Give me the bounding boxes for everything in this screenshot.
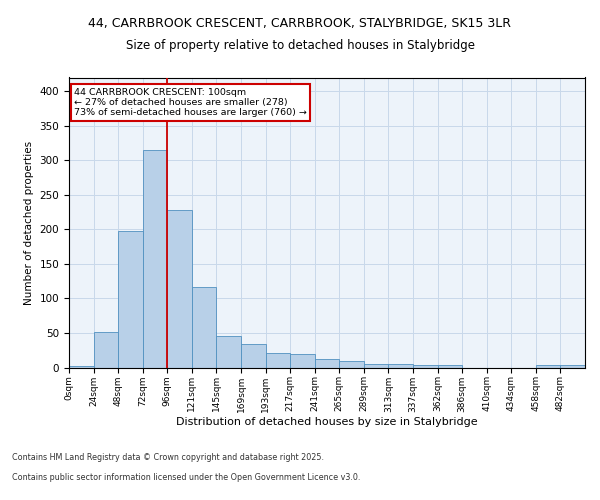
Bar xyxy=(94,332,118,368)
Text: Contains HM Land Registry data © Crown copyright and database right 2025.: Contains HM Land Registry data © Crown c… xyxy=(12,454,324,462)
Bar xyxy=(143,150,167,368)
Bar xyxy=(241,344,266,368)
Text: 44 CARRBROOK CRESCENT: 100sqm
← 27% of detached houses are smaller (278)
73% of : 44 CARRBROOK CRESCENT: 100sqm ← 27% of d… xyxy=(74,88,307,118)
X-axis label: Distribution of detached houses by size in Stalybridge: Distribution of detached houses by size … xyxy=(176,417,478,427)
Text: Size of property relative to detached houses in Stalybridge: Size of property relative to detached ho… xyxy=(125,39,475,52)
Bar xyxy=(266,353,290,368)
Text: Contains public sector information licensed under the Open Government Licence v3: Contains public sector information licen… xyxy=(12,474,361,482)
Bar xyxy=(118,232,143,368)
Y-axis label: Number of detached properties: Number of detached properties xyxy=(24,140,34,304)
Bar xyxy=(69,366,94,368)
Bar xyxy=(437,366,462,368)
Bar xyxy=(167,210,192,368)
Bar xyxy=(339,362,364,368)
Bar xyxy=(388,364,413,368)
Bar xyxy=(364,364,388,368)
Bar xyxy=(290,354,315,368)
Bar xyxy=(315,358,339,368)
Bar xyxy=(217,336,241,368)
Bar xyxy=(413,366,437,368)
Text: 44, CARRBROOK CRESCENT, CARRBROOK, STALYBRIDGE, SK15 3LR: 44, CARRBROOK CRESCENT, CARRBROOK, STALY… xyxy=(89,18,511,30)
Bar xyxy=(560,366,585,368)
Bar xyxy=(192,286,217,368)
Bar xyxy=(536,366,560,368)
